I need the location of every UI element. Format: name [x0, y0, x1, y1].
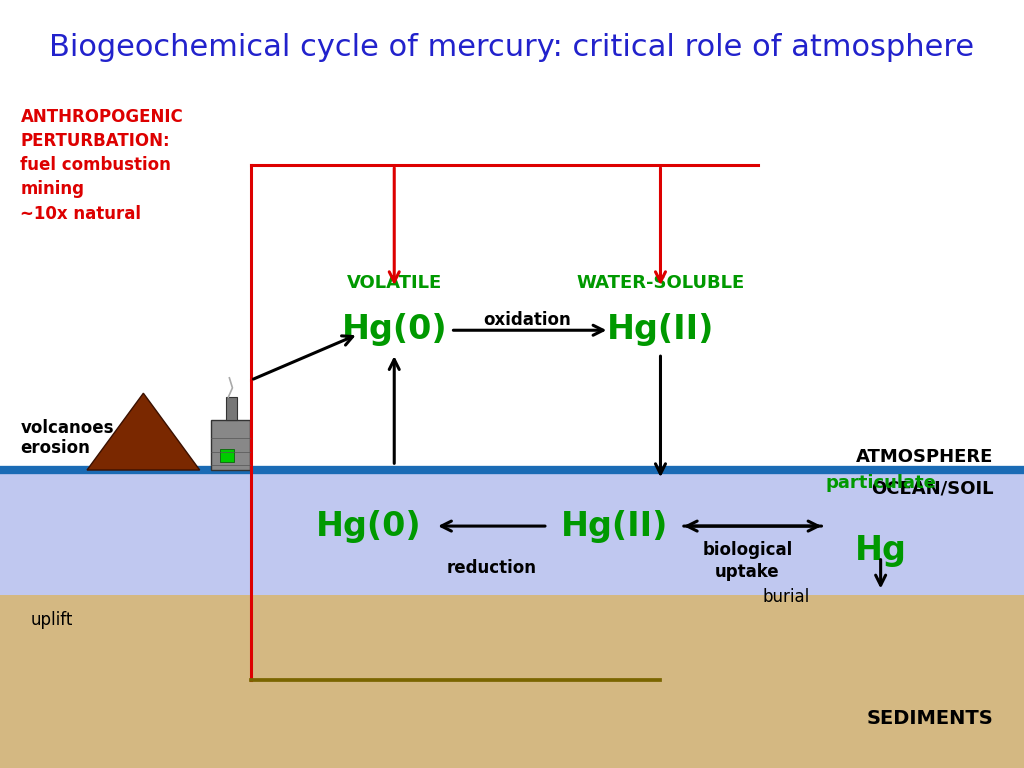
Text: WATER-SOLUBLE: WATER-SOLUBLE — [577, 274, 744, 292]
Text: ATMOSPHERE: ATMOSPHERE — [856, 449, 993, 466]
Text: VOLATILE: VOLATILE — [346, 274, 442, 292]
Text: reduction: reduction — [446, 559, 537, 578]
Text: volcanoes
erosion: volcanoes erosion — [20, 419, 114, 458]
Bar — [0, 595, 1024, 768]
Text: particulate: particulate — [825, 474, 936, 492]
Text: Hg(0): Hg(0) — [341, 313, 447, 346]
Polygon shape — [87, 393, 200, 470]
Text: ANTHROPOGENIC
PERTURBATION:
fuel combustion
mining
~10x natural: ANTHROPOGENIC PERTURBATION: fuel combust… — [20, 108, 183, 223]
Bar — [0, 470, 1024, 595]
Text: SEDIMENTS: SEDIMENTS — [866, 709, 993, 727]
Text: Hg(II): Hg(II) — [561, 510, 668, 542]
Text: Hg(II): Hg(II) — [607, 313, 714, 346]
Text: oxidation: oxidation — [483, 311, 571, 329]
Text: uplift: uplift — [31, 611, 73, 628]
Text: burial: burial — [763, 588, 810, 605]
Bar — [211, 420, 250, 470]
Bar — [220, 449, 234, 462]
Bar — [226, 397, 237, 420]
Text: Biogeochemical cycle of mercury: critical role of atmosphere: Biogeochemical cycle of mercury: critica… — [49, 33, 975, 62]
Text: Hg(0): Hg(0) — [315, 510, 422, 542]
Text: OCEAN/SOIL: OCEAN/SOIL — [870, 479, 993, 497]
Text: Hg: Hg — [855, 534, 906, 567]
Text: biological
uptake: biological uptake — [702, 541, 793, 581]
